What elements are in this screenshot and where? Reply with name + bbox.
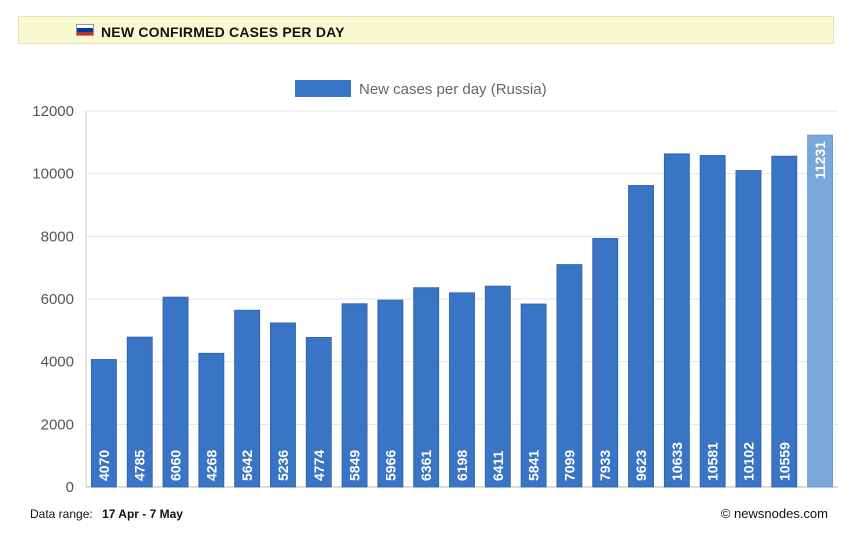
bar[interactable]: [270, 322, 296, 488]
chart-legend[interactable]: New cases per day (Russia): [295, 80, 547, 98]
y-axis-ticks: 0 2000 4000 6000 8000 10000 12000: [32, 103, 74, 496]
bar[interactable]: [771, 155, 798, 488]
bars: [90, 134, 834, 488]
bar-value-label: 5849: [347, 450, 363, 481]
bar[interactable]: [807, 134, 834, 488]
bar[interactable]: [341, 303, 368, 488]
bar[interactable]: [520, 303, 547, 488]
data-range-label: Data range:: [30, 507, 93, 521]
bar-value-labels: 4070 4785 6060 4268 5642 5236 4774 5849 5966 6361…: [96, 141, 828, 481]
bar[interactable]: [484, 285, 511, 488]
bar-value-label: 10559: [776, 442, 792, 481]
bar[interactable]: [628, 185, 654, 488]
bar[interactable]: [162, 296, 189, 488]
bar-value-label: 4785: [132, 450, 148, 481]
bar[interactable]: [556, 264, 583, 488]
bar[interactable]: [198, 352, 225, 488]
y-tick-label: 0: [66, 479, 74, 496]
bar-value-label: 5236: [275, 450, 291, 481]
russia-flag-icon: [76, 24, 94, 36]
bar-value-label: 5642: [239, 450, 255, 481]
bar-value-label: 6411: [490, 450, 506, 481]
bar-value-label: 4070: [96, 450, 112, 481]
bar[interactable]: [377, 299, 404, 488]
bar-value-label: 6361: [418, 450, 434, 481]
y-tick-label: 12000: [32, 103, 74, 120]
bar[interactable]: [234, 309, 261, 488]
bar-value-label: 6198: [454, 450, 470, 481]
bar-value-label: 4268: [203, 450, 219, 481]
bar[interactable]: [305, 337, 332, 488]
legend-label: New cases per day (Russia): [359, 81, 547, 98]
chart-title: NEW CONFIRMED CASES PER DAY: [101, 24, 345, 40]
data-range: Data range: 17 Apr - 7 May: [30, 507, 183, 521]
bar[interactable]: [735, 170, 762, 488]
bar[interactable]: [663, 153, 690, 488]
y-tick-label: 2000: [41, 416, 74, 433]
bar-value-label: 10102: [740, 442, 756, 481]
y-tick-label: 8000: [41, 228, 74, 245]
bar[interactable]: [592, 238, 619, 488]
bar[interactable]: [413, 287, 440, 488]
bar-value-label: 7099: [561, 450, 577, 481]
bar[interactable]: [449, 292, 475, 488]
bar-value-label: 5841: [526, 450, 542, 481]
bar-value-label: 5966: [382, 450, 398, 481]
chart-header-bar: NEW CONFIRMED CASES PER DAY: [18, 16, 834, 44]
bar[interactable]: [126, 336, 153, 488]
bar-value-label: 6060: [168, 450, 184, 481]
bar-value-label: 9623: [633, 450, 649, 481]
bar[interactable]: [90, 359, 117, 488]
bar-value-label: 10581: [705, 442, 721, 481]
bar-chart: 0 2000 4000 6000 8000 10000 12000 4070 4785 6060…: [32, 80, 838, 496]
y-tick-label: 4000: [41, 354, 74, 371]
data-range-value: 17 Apr - 7 May: [102, 507, 183, 521]
bar-value-label: 11231: [812, 141, 828, 179]
bar[interactable]: [699, 155, 726, 488]
copyright-credit[interactable]: © newsnodes.com: [720, 506, 828, 521]
bar-value-label: 10633: [669, 442, 685, 481]
bar-value-label: 4774: [311, 450, 327, 481]
y-tick-label: 6000: [41, 291, 74, 308]
legend-swatch: [295, 80, 351, 97]
bar-value-label: 7933: [597, 450, 613, 481]
y-tick-label: 10000: [32, 166, 74, 183]
